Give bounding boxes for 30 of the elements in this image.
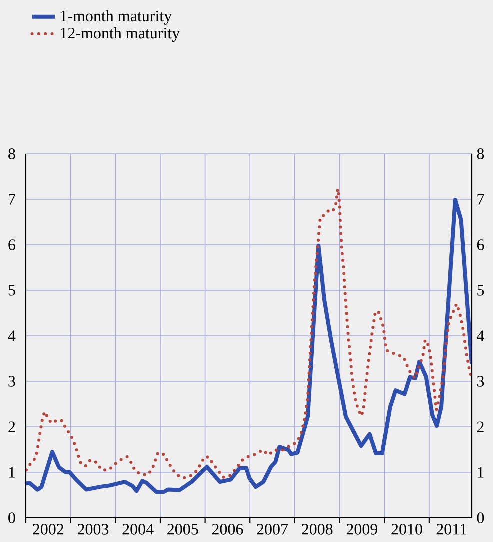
y-tick-label: 6 (8, 240, 16, 250)
x-tick-label: 2006 (212, 524, 244, 535)
x-tick-label: 2009 (346, 524, 378, 535)
y2-tick-label: 4 (477, 330, 484, 342)
x-tick-label: 2004 (122, 524, 154, 535)
x-tick-label: 2007 (257, 524, 288, 535)
y2-tick-label: 6 (477, 240, 484, 250)
y-tick-label: 1 (9, 467, 16, 478)
x-tick-label: 2002 (33, 524, 64, 535)
y-tick-label: 4 (8, 330, 16, 342)
legend-label: 1-month maturity (61, 10, 172, 25)
y2-tick-label: 8 (477, 148, 484, 160)
y2-tick-label: 3 (477, 376, 484, 387)
x-tick-label: 2005 (168, 524, 198, 535)
y2-tick-label: 5 (478, 285, 484, 296)
y-tick-label: 2 (8, 422, 16, 432)
y-tick-label: 7 (9, 194, 16, 205)
y2-tick-label: 1 (478, 467, 484, 478)
y2-tick-label: 2 (477, 422, 484, 432)
y-tick-label: 0 (8, 512, 16, 524)
y2-tick-label: 0 (477, 512, 484, 524)
x-tick-label: 2003 (78, 524, 109, 535)
x-tick-label: 2008 (302, 524, 333, 535)
legend-label: 12-month maturity (61, 27, 180, 42)
x-tick-label: 2010 (392, 524, 422, 535)
x-tick-label: 2011 (436, 524, 467, 535)
y-tick-label: 3 (8, 376, 16, 387)
y-tick-label: 5 (8, 285, 16, 296)
y2-tick-label: 7 (478, 194, 484, 205)
y-tick-label: 8 (8, 148, 16, 160)
